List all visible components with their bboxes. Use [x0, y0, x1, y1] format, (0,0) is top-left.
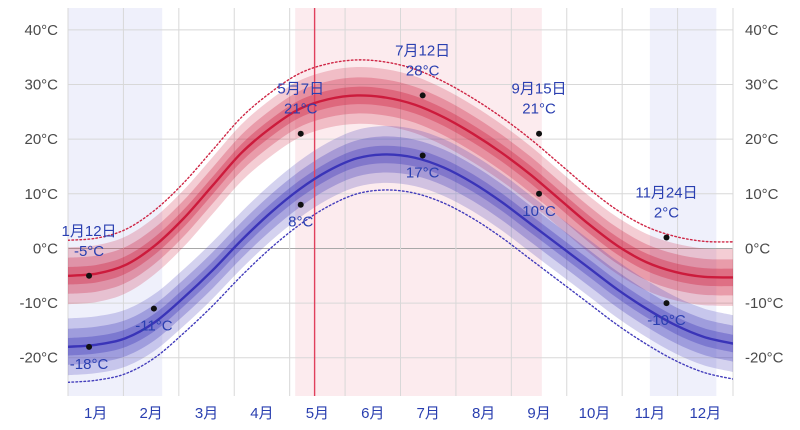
month-label-7: 7月	[417, 405, 440, 422]
marker-jan-low-point[interactable]	[86, 272, 93, 279]
marker-sep-high-point[interactable]	[536, 130, 543, 137]
y-axis-label-left--20: -20°C	[19, 350, 58, 367]
marker-feb-low-point[interactable]	[150, 305, 157, 312]
annotation-date-sep-high-point: 9月15日	[512, 81, 567, 98]
month-label-6: 6月	[361, 405, 384, 422]
marker-sep-low-point[interactable]	[536, 190, 543, 197]
annotation-date-nov-high-point: 11月24日	[635, 185, 697, 202]
month-label-3: 3月	[195, 405, 218, 422]
marker-nov-high-point[interactable]	[663, 234, 670, 241]
annotation-date-may-high-point: 5月7日	[277, 81, 324, 98]
band-mid-band-low-temperature	[68, 136, 733, 365]
y-axis-label-right-40: 40°C	[745, 22, 779, 39]
annotation-value-jan-min-point: -18°C	[70, 356, 109, 373]
y-axis-label-left-20: 20°C	[24, 131, 58, 148]
annotation-value-sep-low-point: 10°C	[522, 203, 556, 220]
marker-may-high-point[interactable]	[297, 130, 304, 137]
annotation-date-jul-high-point: 7月12日	[395, 42, 450, 59]
annotation-value-nov-high-point: 2°C	[654, 205, 679, 222]
month-label-11: 11月	[635, 405, 666, 422]
month-label-4: 4月	[250, 405, 273, 422]
annotation-value-sep-high-point: 21°C	[522, 101, 556, 118]
band-outer-band-low-temperature	[68, 126, 733, 376]
y-axis-label-left-10: 10°C	[24, 186, 58, 203]
y-axis-label-right--20: -20°C	[745, 350, 784, 367]
dotted-line-record-high-dotted	[68, 59, 733, 243]
marker-jul-high-point[interactable]	[419, 92, 426, 99]
month-label-8: 8月	[472, 405, 495, 422]
shaded-region-winter-band-right	[649, 8, 717, 396]
dotted-line-record-low-dotted	[68, 189, 733, 384]
band-outer-band-high-temperature	[68, 66, 733, 306]
shaded-region-winter-band-left	[68, 8, 163, 396]
marker-nov-low-point[interactable]	[663, 300, 670, 307]
annotation-value-may-low-point: 8°C	[288, 214, 313, 231]
annotation-value-jul-low-point: 17°C	[406, 165, 440, 182]
y-axis-label-left-0: 0°C	[33, 240, 58, 257]
annotation-value-may-high-point: 21°C	[284, 101, 318, 118]
annotation-date-jan-low-point: 1月12日	[62, 223, 117, 240]
annotation-value-feb-low-point: -11°C	[135, 318, 173, 335]
month-label-1: 1月	[84, 405, 107, 422]
month-label-12: 12月	[689, 405, 721, 422]
y-axis-label-right-20: 20°C	[745, 131, 779, 148]
y-axis-label-right--10: -10°C	[745, 295, 784, 312]
month-label-2: 2月	[139, 405, 162, 422]
y-axis-label-left-40: 40°C	[24, 22, 58, 39]
line-low-temperature	[68, 153, 733, 349]
annotation-value-jul-high-point: 28°C	[406, 62, 440, 79]
y-axis-label-right-0: 0°C	[745, 240, 770, 257]
y-axis-label-right-10: 10°C	[745, 186, 779, 203]
marker-jul-low-point[interactable]	[419, 152, 426, 159]
month-label-10: 10月	[579, 405, 611, 422]
month-label-5: 5月	[306, 405, 329, 422]
annotation-value-nov-low-point: -10°C	[647, 312, 686, 329]
y-axis-label-left--10: -10°C	[19, 295, 58, 312]
marker-may-low-point[interactable]	[297, 201, 304, 208]
marker-jan-min-point[interactable]	[86, 343, 93, 350]
y-axis-label-left-30: 30°C	[24, 77, 58, 94]
y-axis-label-right-30: 30°C	[745, 77, 779, 94]
band-inner-band-high-temperature	[68, 86, 733, 287]
band-mid-band-high-temperature	[68, 77, 733, 296]
annotation-value-jan-low-point: -5°C	[74, 243, 104, 260]
month-label-9: 9月	[527, 405, 550, 422]
line-high-temperature	[68, 94, 733, 279]
